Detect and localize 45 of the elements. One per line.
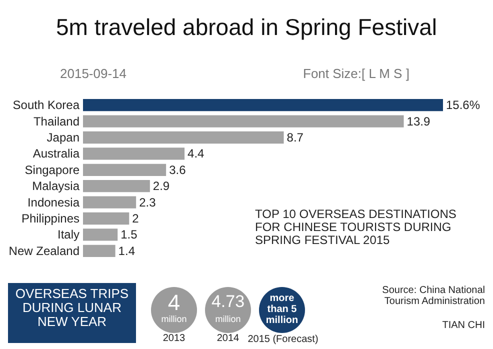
text: million	[160, 314, 188, 324]
y-tick-label: Malaysia	[32, 179, 80, 194]
data-label: 3.6	[169, 162, 186, 177]
bar	[83, 131, 284, 144]
data-label: 15.6%	[446, 98, 480, 112]
text: OVERSEAS TRIPS DURING LUNAR NEW YEAR	[8, 283, 136, 343]
data-label: 2.9	[152, 179, 170, 194]
y-tick-label: Philippines	[21, 212, 80, 226]
data-label: 2	[132, 212, 140, 226]
bar	[83, 212, 130, 225]
text: Font Size:[ L M S ]	[303, 66, 410, 81]
bar	[83, 196, 136, 208]
y-tick-label: Japan	[46, 130, 80, 144]
text: 2015-09-14	[60, 66, 126, 81]
data-label: 4.4	[188, 146, 205, 161]
bar	[83, 115, 404, 128]
bar	[83, 180, 150, 192]
data-label: 13.9	[406, 114, 430, 128]
data-label: 8.7	[286, 130, 304, 144]
chart-title: 5m traveled abroad in Spring Festival	[55, 14, 438, 41]
annotation: TOP 10 OVERSEAS DESTINATIONS FOR CHINESE TOURISTS DURING SPRING FESTIVAL 2015	[255, 207, 458, 247]
bar	[83, 228, 118, 241]
y-tick-label: Indonesia	[27, 195, 80, 210]
data-label: 1.4	[118, 244, 136, 258]
data-label: 2.3	[139, 195, 156, 210]
text: 2014	[216, 333, 240, 344]
text: 4.73	[210, 292, 246, 312]
text: 4	[166, 290, 182, 316]
y-tick-label: Italy	[57, 228, 80, 242]
bar	[83, 164, 166, 176]
y-tick-label: Singapore	[24, 162, 80, 177]
bar	[83, 244, 116, 257]
y-tick-label: Australia	[32, 146, 80, 161]
y-tick-label: Thailand	[33, 114, 80, 128]
bar	[83, 99, 443, 112]
text: more than 5 million	[264, 293, 300, 326]
text: TIAN CHI	[441, 320, 485, 331]
text: 2013	[162, 333, 186, 344]
source-note: Source: China National Tourism Administration	[381, 285, 485, 307]
y-tick-label: New Zealand	[8, 244, 80, 258]
data-label: 1.5	[120, 228, 138, 242]
text: million	[214, 314, 242, 324]
bar	[83, 148, 185, 160]
text: 2015 (Forecast)	[246, 334, 320, 345]
y-tick-label: South Korea	[12, 98, 80, 112]
